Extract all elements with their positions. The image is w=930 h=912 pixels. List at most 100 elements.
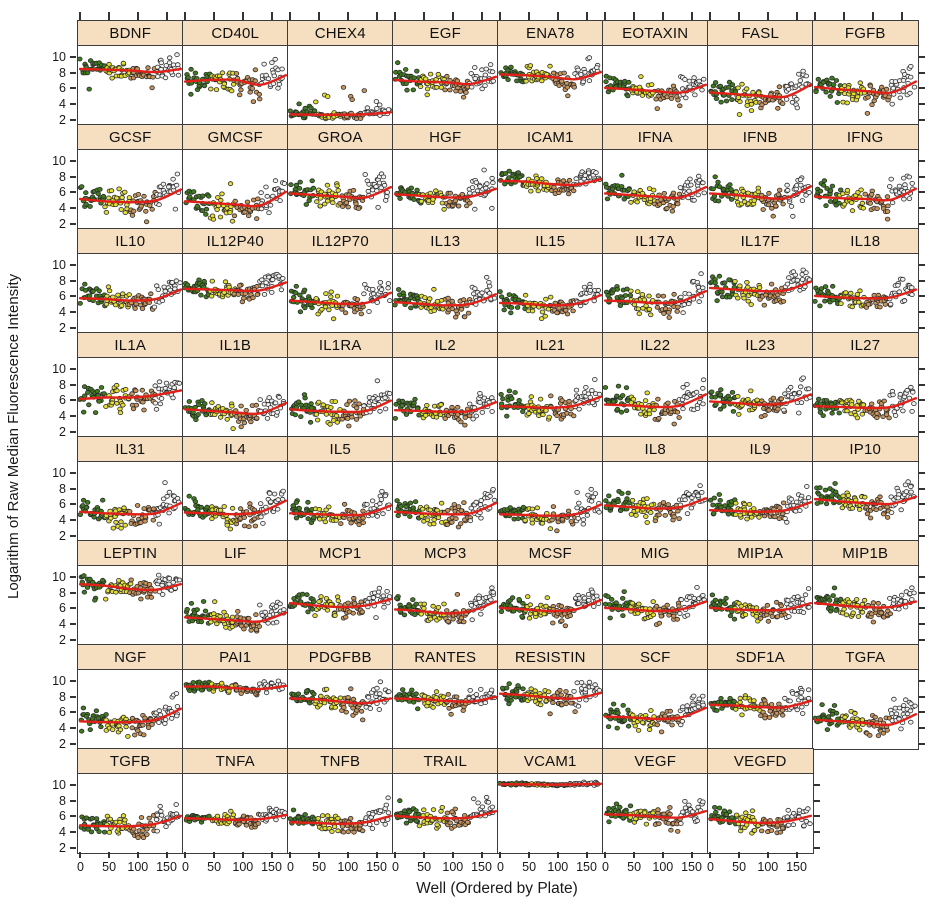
data-point (780, 500, 787, 506)
data-point (556, 305, 562, 311)
data-point (241, 420, 248, 426)
data-point (115, 292, 121, 298)
data-point (435, 71, 441, 77)
data-point (670, 190, 677, 196)
data-point (860, 205, 866, 211)
data-point (697, 483, 703, 489)
data-point (275, 497, 281, 503)
data-point (335, 598, 341, 604)
data-point (467, 200, 473, 206)
data-point (788, 81, 794, 87)
data-point (156, 379, 163, 385)
panel-title: IL1RA (318, 336, 362, 354)
data-point (678, 597, 684, 602)
data-point (570, 308, 576, 314)
data-point (548, 393, 554, 399)
data-point (253, 216, 260, 222)
data-point (682, 77, 688, 82)
data-point (648, 502, 655, 508)
data-point (200, 193, 206, 199)
data-point (202, 608, 209, 614)
data-point (665, 310, 672, 315)
data-point (472, 286, 478, 291)
panel-title: ENA78 (525, 24, 575, 42)
data-point (474, 188, 481, 194)
data-point (358, 311, 364, 317)
data-point (275, 85, 281, 91)
data-point (735, 85, 741, 91)
data-point (798, 400, 805, 405)
data-point (151, 304, 158, 310)
data-point (574, 505, 580, 511)
data-point (418, 611, 424, 617)
data-point (431, 308, 437, 314)
data-point (166, 489, 173, 495)
data-point (865, 94, 871, 100)
panel-plot-IFNB (708, 174, 813, 219)
data-point (414, 187, 420, 193)
data-point (794, 277, 801, 283)
data-point (728, 187, 734, 192)
data-point (797, 384, 804, 390)
data-point (83, 201, 89, 207)
data-point (661, 191, 667, 196)
data-point (340, 85, 347, 90)
panel-plot-IL8 (603, 483, 708, 525)
data-point (509, 595, 516, 601)
data-point (431, 521, 437, 527)
data-point (528, 188, 534, 194)
data-point (589, 589, 596, 595)
data-point (854, 292, 861, 297)
data-point (583, 384, 589, 390)
data-point (649, 82, 655, 87)
data-point (460, 297, 467, 303)
data-point (895, 495, 901, 501)
data-point (199, 398, 205, 403)
data-point (325, 94, 331, 99)
data-point (316, 399, 322, 405)
data-point (412, 499, 419, 505)
data-point (655, 293, 662, 299)
data-point (293, 182, 300, 188)
data-point (467, 518, 474, 524)
data-point (460, 94, 467, 100)
data-point (561, 70, 567, 76)
data-point (411, 75, 417, 81)
data-point (411, 197, 417, 202)
data-point (498, 392, 504, 397)
panel-title: IL27 (850, 336, 881, 354)
data-point (370, 287, 376, 292)
data-point (717, 406, 724, 412)
panel-plot-MCP3 (393, 585, 498, 625)
data-point (622, 293, 629, 298)
panel-strip-GCSF: GCSF (77, 124, 184, 151)
data-point (394, 498, 400, 503)
data-point (198, 292, 204, 298)
data-point (143, 219, 150, 225)
data-point (353, 405, 360, 411)
data-point (206, 193, 212, 199)
data-point (318, 594, 324, 600)
data-point (639, 292, 645, 297)
data-point (369, 498, 376, 504)
data-point (122, 522, 128, 528)
data-point (349, 97, 355, 102)
data-point (796, 390, 803, 395)
data-point (424, 92, 430, 98)
panel-strip-MCSF: MCSF (497, 540, 604, 567)
data-point (843, 290, 849, 295)
data-point (342, 310, 349, 316)
data-point (798, 182, 804, 188)
data-point (529, 520, 535, 526)
data-point (465, 310, 472, 316)
data-point (116, 186, 122, 192)
data-point (280, 488, 286, 494)
data-point (648, 312, 654, 318)
data-point (684, 381, 690, 387)
data-point (677, 103, 683, 109)
data-point (244, 199, 251, 205)
data-point (421, 606, 427, 611)
data-point (718, 99, 724, 105)
data-point (174, 52, 180, 58)
